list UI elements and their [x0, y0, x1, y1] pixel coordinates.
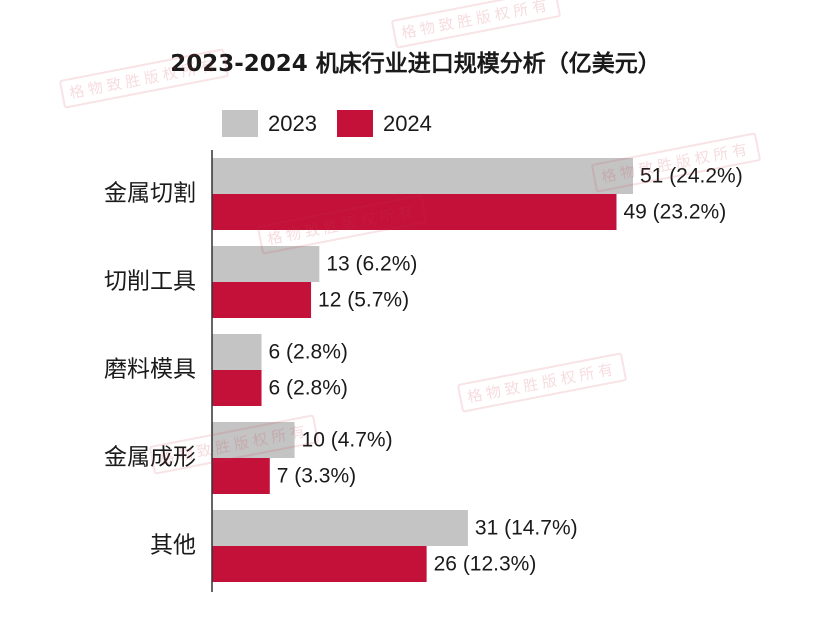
category-label: 其他: [150, 533, 196, 559]
data-label: 26 (12.3%): [434, 553, 537, 576]
data-label: 51 (24.2%): [640, 165, 743, 188]
legend-label-2024: 2024: [382, 110, 432, 136]
category-label: 磨料模具: [104, 357, 196, 383]
bar-2024: [212, 458, 270, 494]
category-label: 切削工具: [104, 269, 196, 295]
data-label: 7 (3.3%): [277, 465, 356, 488]
bar-2023: [212, 510, 468, 546]
category-label: 金属切割: [104, 181, 196, 207]
data-label: 13 (6.2%): [326, 253, 417, 276]
bars-layer: 金属切割 51 (24.2%) 49 (23.2%) 切削工具 13 (6.2%) 12 …: [104, 158, 743, 582]
data-label: 49 (23.2%): [623, 201, 726, 224]
data-label: 6 (2.8%): [269, 377, 348, 400]
bar-2024: [212, 370, 262, 406]
legend-label-2023: 2023: [268, 110, 317, 136]
bar-2024: [212, 194, 617, 230]
data-label: 31 (14.7%): [475, 517, 578, 540]
chart-title: 2023-2024 机床行业进口规模分析（亿美元）: [170, 51, 661, 77]
bar-2024: [212, 546, 427, 582]
bar-2023: [212, 334, 262, 370]
data-label: 6 (2.8%): [269, 341, 348, 364]
legend-item-2024: 2024: [336, 110, 432, 137]
bar-2023: [212, 422, 295, 458]
bar-2024: [212, 282, 312, 318]
category-label: 金属成形: [104, 445, 196, 471]
legend-item-2023: 2023: [222, 110, 317, 137]
bar-2023: [212, 246, 320, 282]
legend-swatch-2024: [336, 110, 373, 137]
legend: 2023 2024: [222, 110, 452, 137]
data-label: 12 (5.7%): [318, 289, 409, 312]
legend-swatch-2023: [222, 110, 258, 137]
data-label: 10 (4.7%): [302, 429, 393, 452]
bar-2023: [212, 158, 633, 194]
